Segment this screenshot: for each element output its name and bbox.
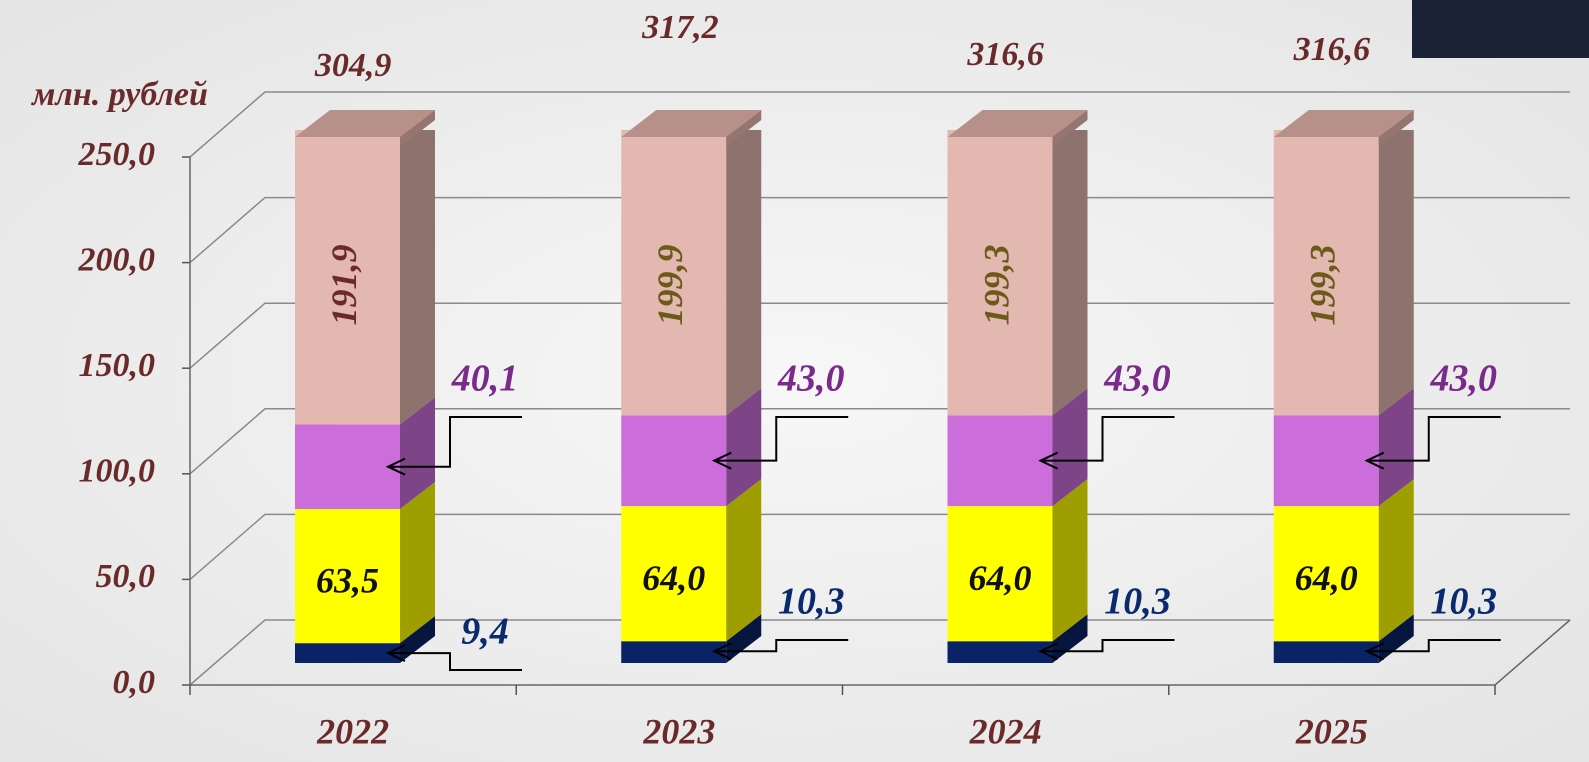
- bar-side: [400, 397, 435, 510]
- bar-segment: [1273, 641, 1379, 663]
- arrow-head: [385, 457, 406, 476]
- arrow: [714, 416, 849, 462]
- y-tick-label: 250,0: [78, 136, 156, 173]
- corner-image: [1412, 0, 1589, 58]
- bar-cap-side: [726, 110, 762, 147]
- arrow: [1366, 416, 1501, 462]
- data-label: 10,3: [778, 581, 845, 623]
- bar-cap-side: [400, 110, 435, 147]
- arrow-head: [1038, 642, 1058, 661]
- bar-cap: [621, 110, 762, 137]
- bar-segment: [947, 415, 1053, 507]
- bar-segment: [947, 641, 1053, 663]
- bar-side: [726, 388, 762, 507]
- y-tick-label: 150,0: [79, 347, 156, 384]
- bar-segment: [621, 130, 727, 416]
- grid-line: [189, 619, 1570, 686]
- bar-side: [400, 130, 435, 425]
- bar-segment: [1273, 130, 1379, 416]
- arrow: [388, 416, 522, 468]
- arrow-head: [1364, 642, 1385, 661]
- y-tick-label: 100,0: [79, 453, 156, 490]
- x-tick-label: 2022: [316, 711, 389, 751]
- bar-side: [400, 616, 435, 663]
- bar-segment: [947, 506, 1053, 642]
- bar-segment: [1273, 415, 1379, 507]
- bar-segment: [295, 424, 400, 510]
- arrow: [1366, 639, 1501, 653]
- bar-side: [1052, 388, 1088, 507]
- grid-line: [189, 513, 1570, 580]
- data-label: 43,0: [1103, 358, 1171, 400]
- x-tick-label: 2023: [642, 711, 715, 751]
- grid-line: [189, 91, 1570, 158]
- y-tick-label: 50,0: [96, 558, 156, 595]
- bar-cap: [1273, 110, 1414, 137]
- data-label: 40,1: [451, 358, 519, 400]
- bar-side: [1378, 479, 1414, 642]
- bar-segment: [621, 506, 727, 642]
- arrow-head: [711, 451, 732, 470]
- grid-line: [189, 196, 1570, 264]
- data-label: 9,4: [461, 611, 509, 653]
- total-label: 316,6: [966, 36, 1044, 73]
- total-label: 304,9: [314, 47, 392, 84]
- arrow: [714, 639, 849, 653]
- bar-segment: [295, 643, 400, 663]
- bar-cap: [947, 110, 1088, 137]
- bar-cap: [295, 110, 435, 137]
- bar-side: [400, 482, 435, 644]
- bar-side: [726, 130, 762, 416]
- bar-segment: [295, 509, 400, 644]
- total-label: 316,6: [1293, 31, 1371, 68]
- grid-line: [189, 408, 1570, 475]
- grid-line: [189, 302, 1570, 369]
- bar-side: [1052, 130, 1088, 416]
- y-axis-label: млн. рублей: [30, 76, 208, 113]
- bar-segment: [295, 130, 400, 425]
- data-label: 63,5: [316, 560, 379, 600]
- y-tick-label: 200,0: [78, 241, 156, 278]
- bar-cap-side: [1052, 110, 1088, 147]
- bars: [295, 130, 1414, 663]
- bar-segment: [1273, 506, 1379, 642]
- x-tick-label: 2025: [1295, 711, 1368, 751]
- data-label: 64,0: [969, 558, 1032, 598]
- arrow-head: [385, 644, 406, 663]
- x-tick-label: 2024: [969, 711, 1042, 751]
- bar-side: [1378, 130, 1414, 416]
- arrow: [1040, 639, 1175, 653]
- bar-side: [1052, 479, 1088, 642]
- data-label: 199,9: [650, 245, 690, 326]
- arrow-head: [1038, 451, 1058, 470]
- bar-cap-side: [1378, 110, 1414, 147]
- bar-side: [1378, 388, 1414, 507]
- data-label: 10,3: [1104, 581, 1171, 623]
- data-label: 199,3: [1303, 245, 1343, 326]
- arrow: [388, 652, 522, 671]
- total-label: 317,2: [641, 9, 719, 46]
- data-label: 43,0: [777, 358, 845, 400]
- bar-segment: [621, 415, 727, 507]
- arrow: [1040, 416, 1175, 462]
- data-label: 191,9: [324, 245, 364, 326]
- y-tick-label: 0,0: [113, 664, 156, 701]
- data-label: 64,0: [642, 558, 705, 598]
- bar-segment: [621, 641, 727, 663]
- bar-side: [726, 479, 762, 642]
- data-label: 199,3: [976, 245, 1016, 326]
- data-label: 64,0: [1295, 558, 1358, 598]
- data-label: 10,3: [1431, 581, 1498, 623]
- arrow-head: [1364, 451, 1385, 470]
- arrow-head: [711, 642, 732, 661]
- data-label: 43,0: [1430, 358, 1498, 400]
- bar-segment: [947, 130, 1053, 416]
